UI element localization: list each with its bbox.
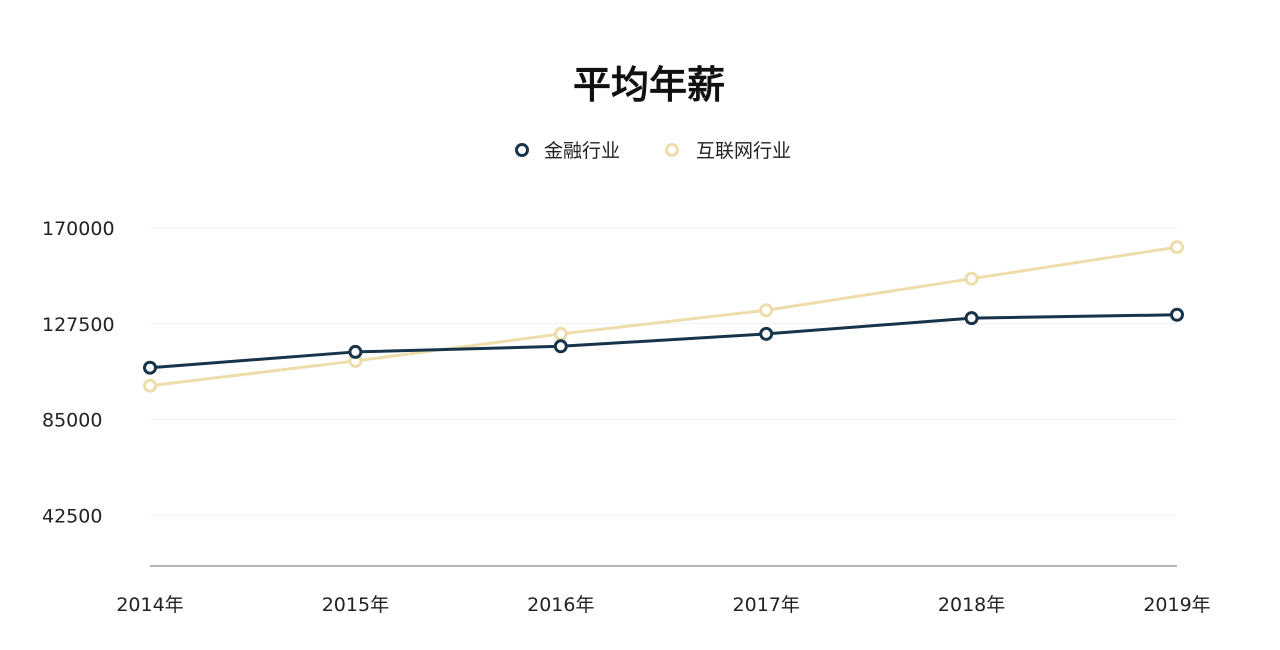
series-line-internet — [148, 245, 1179, 388]
y-tick-label: 170000 — [42, 218, 115, 240]
x-tick-label: 2015年 — [322, 594, 389, 616]
grid-lines — [150, 227, 1177, 516]
y-axis: 42500 85000 127500 170000 — [42, 218, 115, 527]
data-point-finance — [553, 339, 568, 354]
data-point-internet — [759, 303, 774, 318]
legend-label: 互联网行业 — [696, 140, 791, 162]
legend: 金融行业 互联网行业 — [515, 140, 791, 162]
x-tick-label: 2016年 — [527, 594, 594, 616]
series-lines — [148, 245, 1179, 388]
x-tick-label: 2018年 — [938, 594, 1005, 616]
data-point-internet — [964, 271, 979, 286]
data-point-internet — [553, 326, 568, 341]
legend-item-finance: 金融行业 — [515, 140, 620, 162]
data-point-finance — [1170, 307, 1184, 322]
x-tick-label: 2019年 — [1143, 594, 1210, 616]
legend-marker — [515, 143, 529, 157]
data-point-finance — [348, 344, 363, 359]
chart-title: 平均年薪 — [573, 63, 725, 107]
x-tick-label: 2014年 — [116, 594, 183, 616]
data-point-finance — [759, 326, 774, 341]
legend-marker — [665, 143, 679, 157]
series-line-finance — [148, 313, 1179, 370]
y-tick-label: 85000 — [42, 410, 102, 432]
data-point-finance — [964, 311, 979, 326]
series-points — [143, 240, 1184, 393]
data-point-internet — [143, 378, 157, 393]
legend-label: 金融行业 — [544, 140, 620, 162]
legend-item-internet: 互联网行业 — [665, 140, 791, 162]
x-axis: 2014年 2015年 2016年 2017年 2018年 2019年 — [116, 565, 1211, 616]
data-point-finance — [143, 360, 157, 375]
x-tick-label: 2017年 — [733, 594, 800, 616]
y-tick-label: 127500 — [42, 314, 115, 336]
y-tick-label: 42500 — [42, 505, 102, 527]
data-point-internet — [1170, 240, 1184, 255]
